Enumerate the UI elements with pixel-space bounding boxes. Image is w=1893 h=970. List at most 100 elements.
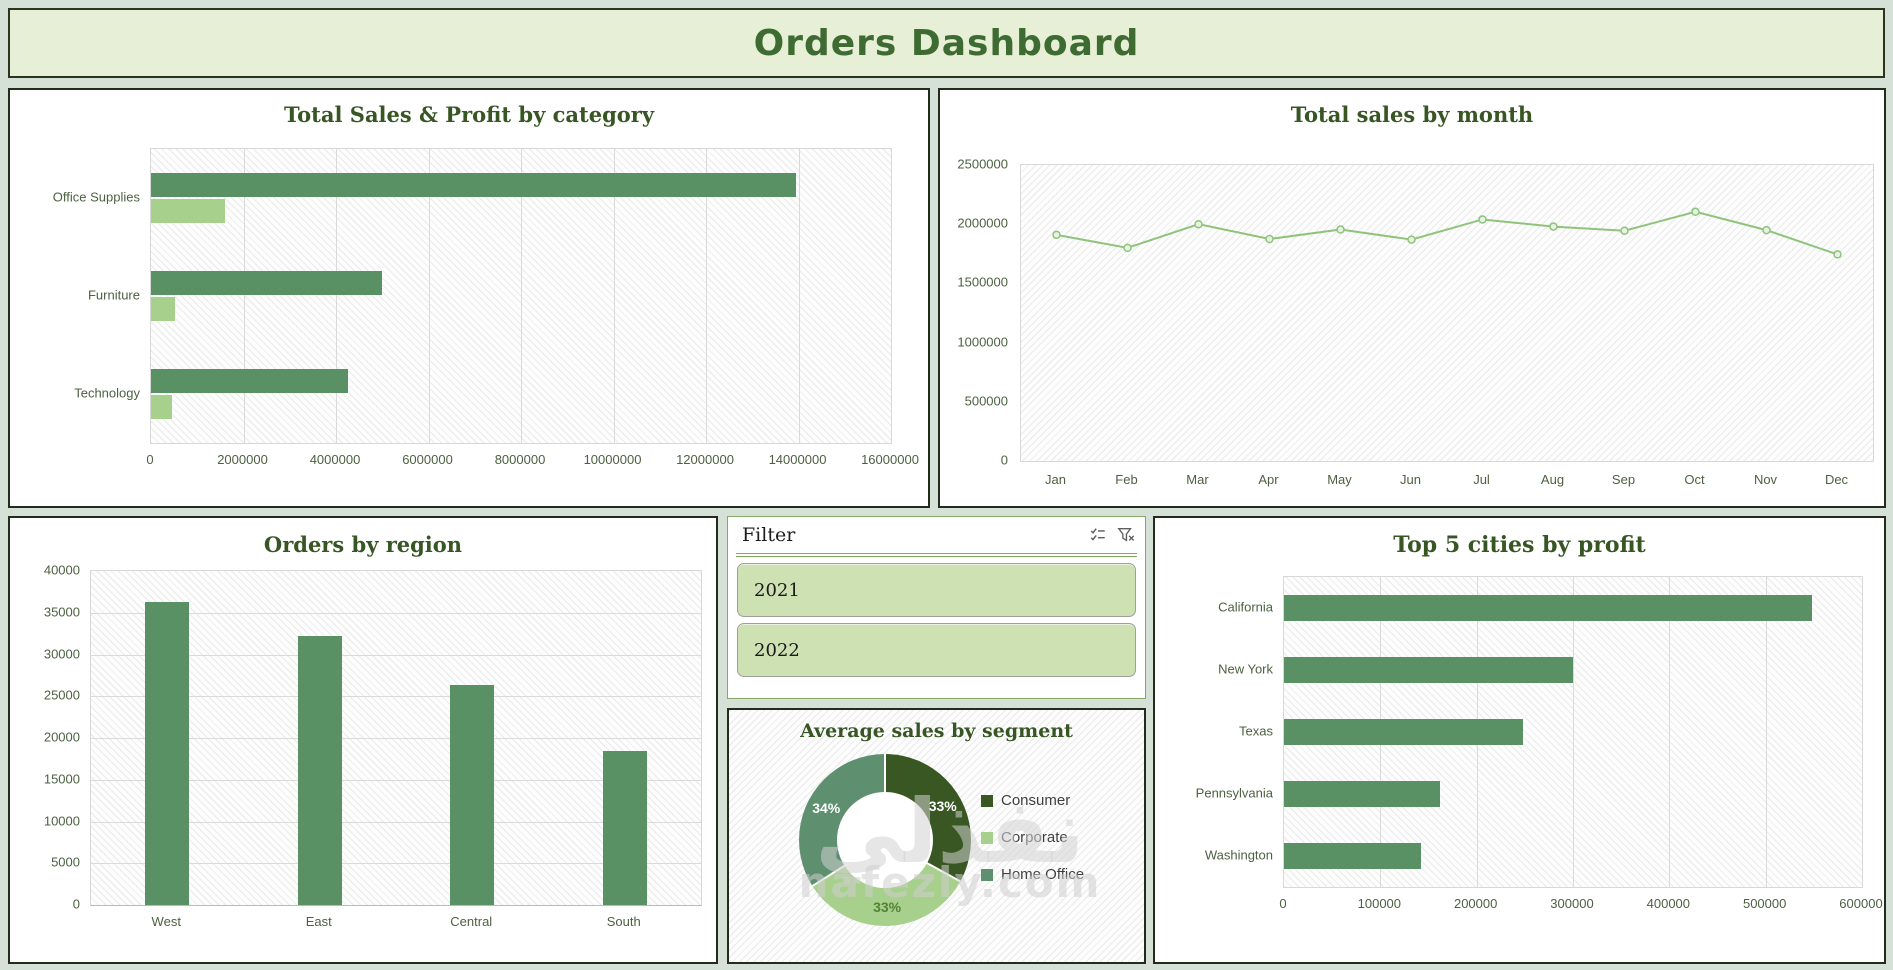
data-point-marker [1833,250,1842,259]
clear-filter-icon[interactable] [1117,526,1135,544]
month-label: Jun [1400,472,1421,487]
bar [1284,781,1441,807]
chart-title: Total Sales & Profit by category [283,102,655,127]
bar [145,601,190,905]
category-label: Pennsylvania [1195,785,1273,801]
legend-label: Home Office [1001,866,1085,883]
category-label: Texas [1239,723,1273,739]
data-point-marker [1478,215,1487,224]
y-axis-tick: 15000 [43,771,80,787]
gridline [91,654,701,656]
slicer-header: Filter [728,517,1145,553]
legend-swatch [981,794,993,807]
sales-line-series [1052,207,1842,259]
chart-top5-cities-by-profit: Top 5 cities by profit 0 100000 200000 3000… [1153,516,1886,964]
y-axis-tick: 20000 [43,729,80,745]
y-axis-tick: 40000 [43,562,80,578]
slicer-button-2022[interactable]: 2022 [737,623,1136,677]
bar [297,636,342,905]
data-point-marker [1407,235,1416,244]
chart-total-sales-by-month: Total sales by month 0 500000 1000000 15000… [938,88,1886,508]
month-label: Sep [1611,472,1636,487]
y-axis-tick: 2500000 [957,156,1008,172]
data-point-marker [1762,225,1771,235]
donut-hole [837,792,933,888]
gridline [91,821,701,823]
chart-title: Orders by region [263,532,463,557]
data-point-marker [1123,243,1132,253]
data-point-marker [1194,219,1203,229]
data-point-marker [1052,230,1061,240]
slicer-button-2021[interactable]: 2021 [737,563,1136,617]
chart-orders-by-region: Orders by region 0 5000 10000 15000 20000 250… [8,516,718,964]
gridline [1669,577,1671,887]
gridline [91,738,701,739]
month-label: Apr [1258,472,1279,487]
x-axis-tick: 400000 [1646,896,1691,911]
x-axis-tick: 4000000 [309,452,361,467]
category-label: Technology [74,385,140,401]
gridline [613,149,615,443]
plot-area [1283,576,1863,888]
bar [1284,719,1523,745]
donut-chart: 33% 33% 34% [799,754,971,926]
legend-item: Home Office [981,866,1084,883]
bar-sales [151,173,797,197]
chart-legend: Consumer Corporate Home Office [981,792,1084,883]
year-filter-slicer: Filter [727,516,1146,699]
gridline [1862,577,1863,887]
slicer-divider [736,553,1137,557]
plot-area [150,148,892,444]
month-label: Oct [1684,472,1705,487]
gridline [91,696,701,698]
x-axis-tick: 0 [146,452,154,467]
y-axis-tick: 10000 [43,813,80,828]
bar [602,751,647,905]
bar-profit [151,395,173,419]
y-axis-tick: 0 [1000,452,1008,468]
legend-label: Corporate [1001,829,1068,846]
gridline [798,149,800,443]
multi-select-icon[interactable] [1089,526,1107,544]
x-axis-tick: 600000 [1839,896,1883,911]
y-axis-tick: 0 [72,896,80,912]
dashboard-banner: Orders Dashboard [8,8,1885,78]
bar-sales [151,271,383,295]
chart-title: Average sales by segment [800,720,1073,742]
y-axis-tick: 500000 [964,393,1008,409]
x-axis-tick: 14000000 [768,452,827,467]
pie-percent-label: 34% [812,799,841,816]
gridline [706,149,707,443]
chart-average-sales-by-segment: Average sales by segment 33% 33% 34% Consu… [727,708,1146,964]
category-label: Central [450,914,493,929]
month-label: Dec [1824,472,1849,487]
x-axis-tick: 0 [1279,896,1287,911]
month-label: Mar [1186,472,1209,487]
bar [450,685,495,905]
legend-swatch [981,831,993,844]
category-label: East [305,914,332,929]
x-axis-tick: 6000000 [402,452,453,467]
data-point-marker [1265,234,1274,244]
pie-percent-label: 33% [873,899,902,916]
x-axis-tick: 500000 [1742,896,1787,911]
y-axis-tick: 30000 [43,646,80,661]
gridline [428,149,430,443]
x-axis-tick: 12000000 [676,452,734,467]
data-point-marker [1549,222,1558,231]
pie-percent-label: 33% [928,797,957,814]
bar [1284,657,1573,683]
data-point-marker [1620,226,1629,235]
x-axis-tick: 8000000 [494,452,546,467]
category-label: Office Supplies [52,189,140,205]
chart-title: Total sales by month [1290,102,1534,127]
chart-title: Top 5 cities by profit [1393,532,1646,558]
legend-item: Consumer [981,792,1084,809]
x-axis-tick: 200000 [1453,896,1498,911]
x-axis-tick: 2000000 [217,452,268,467]
month-label: Aug [1540,472,1565,487]
data-point-marker [1691,207,1700,217]
bar-profit [151,297,176,321]
y-axis-tick: 1000000 [957,334,1008,350]
x-axis-tick: 10000000 [583,452,642,467]
